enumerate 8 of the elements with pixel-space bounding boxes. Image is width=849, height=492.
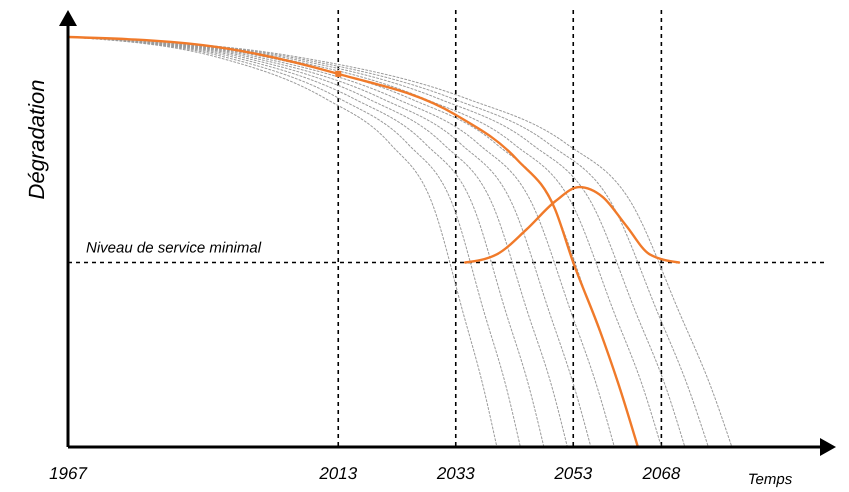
x-tick-label: 1967 <box>49 464 88 484</box>
x-tick-label: 2068 <box>641 464 681 484</box>
x-axis-title: Temps <box>748 471 793 488</box>
ref-line-label: Niveau de service minimal <box>86 240 262 256</box>
x-tick-label: 2053 <box>553 464 593 484</box>
y-axis-title: Dégradation <box>24 80 49 200</box>
x-tick-label: 2033 <box>436 464 476 484</box>
x-tick-label: 2013 <box>318 464 358 484</box>
